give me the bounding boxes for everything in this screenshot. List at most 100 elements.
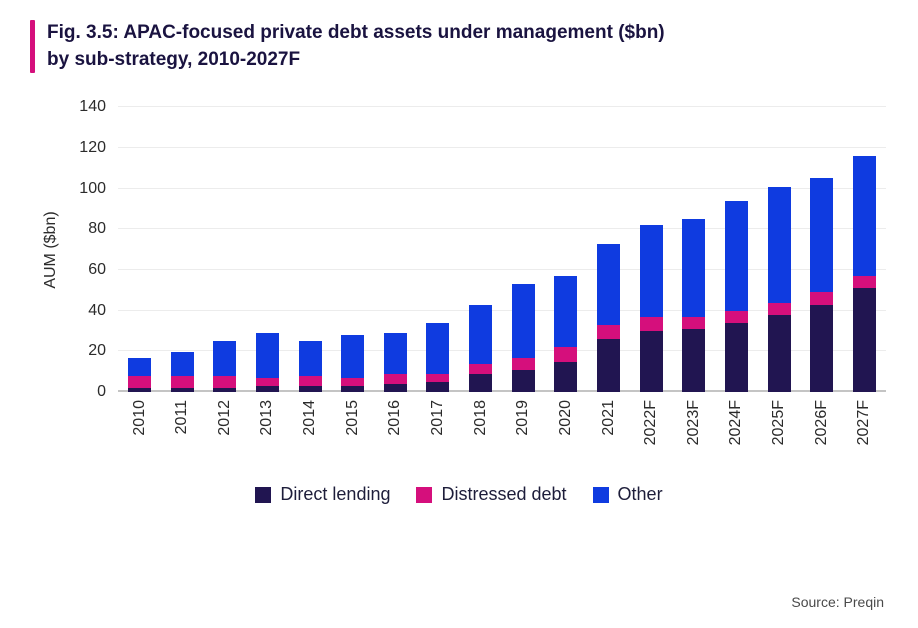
- bar-segment-other: [724, 200, 748, 311]
- title-line-1: Fig. 3.5: APAC-focused private debt asse…: [47, 22, 665, 43]
- title-accent-bar: [30, 20, 35, 74]
- bar-segment-direct-lending: [639, 331, 663, 393]
- x-tick-label: 2015: [343, 400, 361, 436]
- x-tick-label: 2025F: [770, 400, 788, 446]
- bar-segment-other: [511, 284, 535, 358]
- y-tick-label: 20: [88, 342, 106, 360]
- bar-2015: [341, 335, 365, 393]
- bar-segment-other: [298, 341, 322, 376]
- bar-segment-distressed-debt: [128, 375, 151, 389]
- x-tick-label: 2027F: [855, 400, 873, 446]
- gridline: [118, 309, 886, 311]
- gridline: [118, 228, 886, 230]
- bar-2011: [170, 351, 194, 393]
- legend-label: Distressed debt: [441, 484, 567, 505]
- gridline: [118, 146, 886, 148]
- x-tick-label: 2010: [130, 400, 148, 436]
- x-tick-label: 2011: [173, 400, 191, 435]
- bar-segment-other: [341, 335, 365, 378]
- bar-segment-distressed-debt: [852, 276, 876, 289]
- x-axis-baseline: [118, 390, 886, 393]
- bar-segment-direct-lending: [383, 384, 407, 393]
- plot-area: 0 20 40 60 80 100 120 140: [79, 98, 886, 400]
- bar-segment-direct-lending: [511, 369, 535, 393]
- bar-segment-direct-lending: [128, 388, 151, 393]
- plot-column: 0 20 40 60 80 100 120 140 2010 2011 2012 2013 2014 2…: [66, 98, 886, 474]
- bar-segment-direct-lending: [298, 386, 322, 393]
- bar-segment-other: [682, 219, 706, 317]
- y-tick-label: 120: [79, 138, 106, 156]
- gridline: [118, 350, 886, 352]
- legend-swatch-other: [592, 486, 609, 503]
- bars-row: [118, 107, 886, 393]
- x-tick-label: 2023F: [684, 400, 702, 446]
- gridline: [118, 269, 886, 271]
- x-tick-label: 2019: [514, 400, 532, 436]
- bar-segment-distressed-debt: [213, 375, 237, 389]
- bar-2021: [597, 243, 621, 393]
- bar-segment-direct-lending: [554, 361, 578, 393]
- bar-segment-direct-lending: [170, 388, 194, 393]
- x-tick-label: 2021: [599, 400, 617, 436]
- x-tick-label: 2012: [215, 400, 233, 436]
- bar-2010: [128, 357, 151, 393]
- bar-segment-direct-lending: [852, 288, 876, 393]
- bar-2025f: [767, 186, 791, 393]
- bar-segment-direct-lending: [724, 322, 748, 393]
- bar-segment-distressed-debt: [639, 316, 663, 332]
- bar-2022f: [639, 225, 663, 393]
- legend: Direct lending Distressed debt Other: [28, 484, 890, 505]
- bar-2014: [298, 341, 322, 393]
- bar-segment-distressed-debt: [341, 377, 365, 387]
- x-tick-label: 2016: [386, 400, 404, 436]
- bar-segment-distressed-debt: [511, 357, 535, 370]
- bar-segment-other: [383, 333, 407, 374]
- gridline: [118, 187, 886, 189]
- y-axis-title: AUM ($bn): [42, 211, 59, 289]
- bar-2024f: [724, 200, 748, 393]
- bar-segment-distressed-debt: [170, 375, 194, 389]
- bar-segment-distressed-debt: [682, 316, 706, 330]
- bar-segment-distressed-debt: [810, 292, 834, 305]
- bar-2018: [469, 304, 493, 393]
- bar-segment-distressed-debt: [554, 347, 578, 362]
- bar-segment-distressed-debt: [724, 310, 748, 323]
- bar-segment-direct-lending: [213, 388, 237, 393]
- x-tick-label: 2022F: [642, 400, 660, 446]
- bar-segment-direct-lending: [597, 339, 621, 393]
- bar-segment-other: [170, 351, 194, 376]
- bar-segment-distressed-debt: [298, 375, 322, 387]
- x-tick-label: 2018: [471, 400, 489, 436]
- bar-segment-distressed-debt: [597, 325, 621, 340]
- bar-segment-distressed-debt: [469, 363, 493, 374]
- title-line-2: by sub-strategy, 2010-2027F: [47, 48, 301, 70]
- x-tick-label: 2026F: [812, 400, 830, 446]
- legend-swatch-distressed-debt: [416, 486, 433, 503]
- legend-item-direct-lending: Direct lending: [255, 484, 390, 505]
- bar-2019: [511, 284, 535, 393]
- bar-2020: [554, 276, 578, 393]
- y-tick-label: 40: [88, 301, 106, 319]
- bar-segment-other: [426, 322, 450, 374]
- bar-segment-direct-lending: [341, 386, 365, 393]
- legend-item-other: Other: [592, 484, 663, 505]
- x-tick-label: 2014: [301, 400, 319, 436]
- y-tick-label: 100: [79, 179, 106, 197]
- y-tick-label: 80: [88, 220, 106, 238]
- bar-segment-direct-lending: [426, 382, 450, 393]
- bar-2023f: [682, 219, 706, 393]
- bar-segment-distressed-debt: [767, 302, 791, 315]
- legend-label: Direct lending: [280, 484, 391, 505]
- bar-2012: [213, 341, 237, 393]
- bar-segment-other: [852, 156, 876, 277]
- bar-segment-other: [128, 357, 151, 376]
- x-tick-label: 2017: [428, 400, 446, 436]
- bar-segment-direct-lending: [682, 329, 706, 393]
- gridline: [118, 106, 886, 108]
- bar-segment-other: [255, 333, 279, 378]
- bar-segment-direct-lending: [469, 373, 493, 393]
- figure-title: Fig. 3.5: APAC-focused private debt asse…: [30, 20, 890, 74]
- y-tick-label: 140: [79, 98, 106, 116]
- y-axis-title-col: AUM ($bn): [36, 107, 66, 392]
